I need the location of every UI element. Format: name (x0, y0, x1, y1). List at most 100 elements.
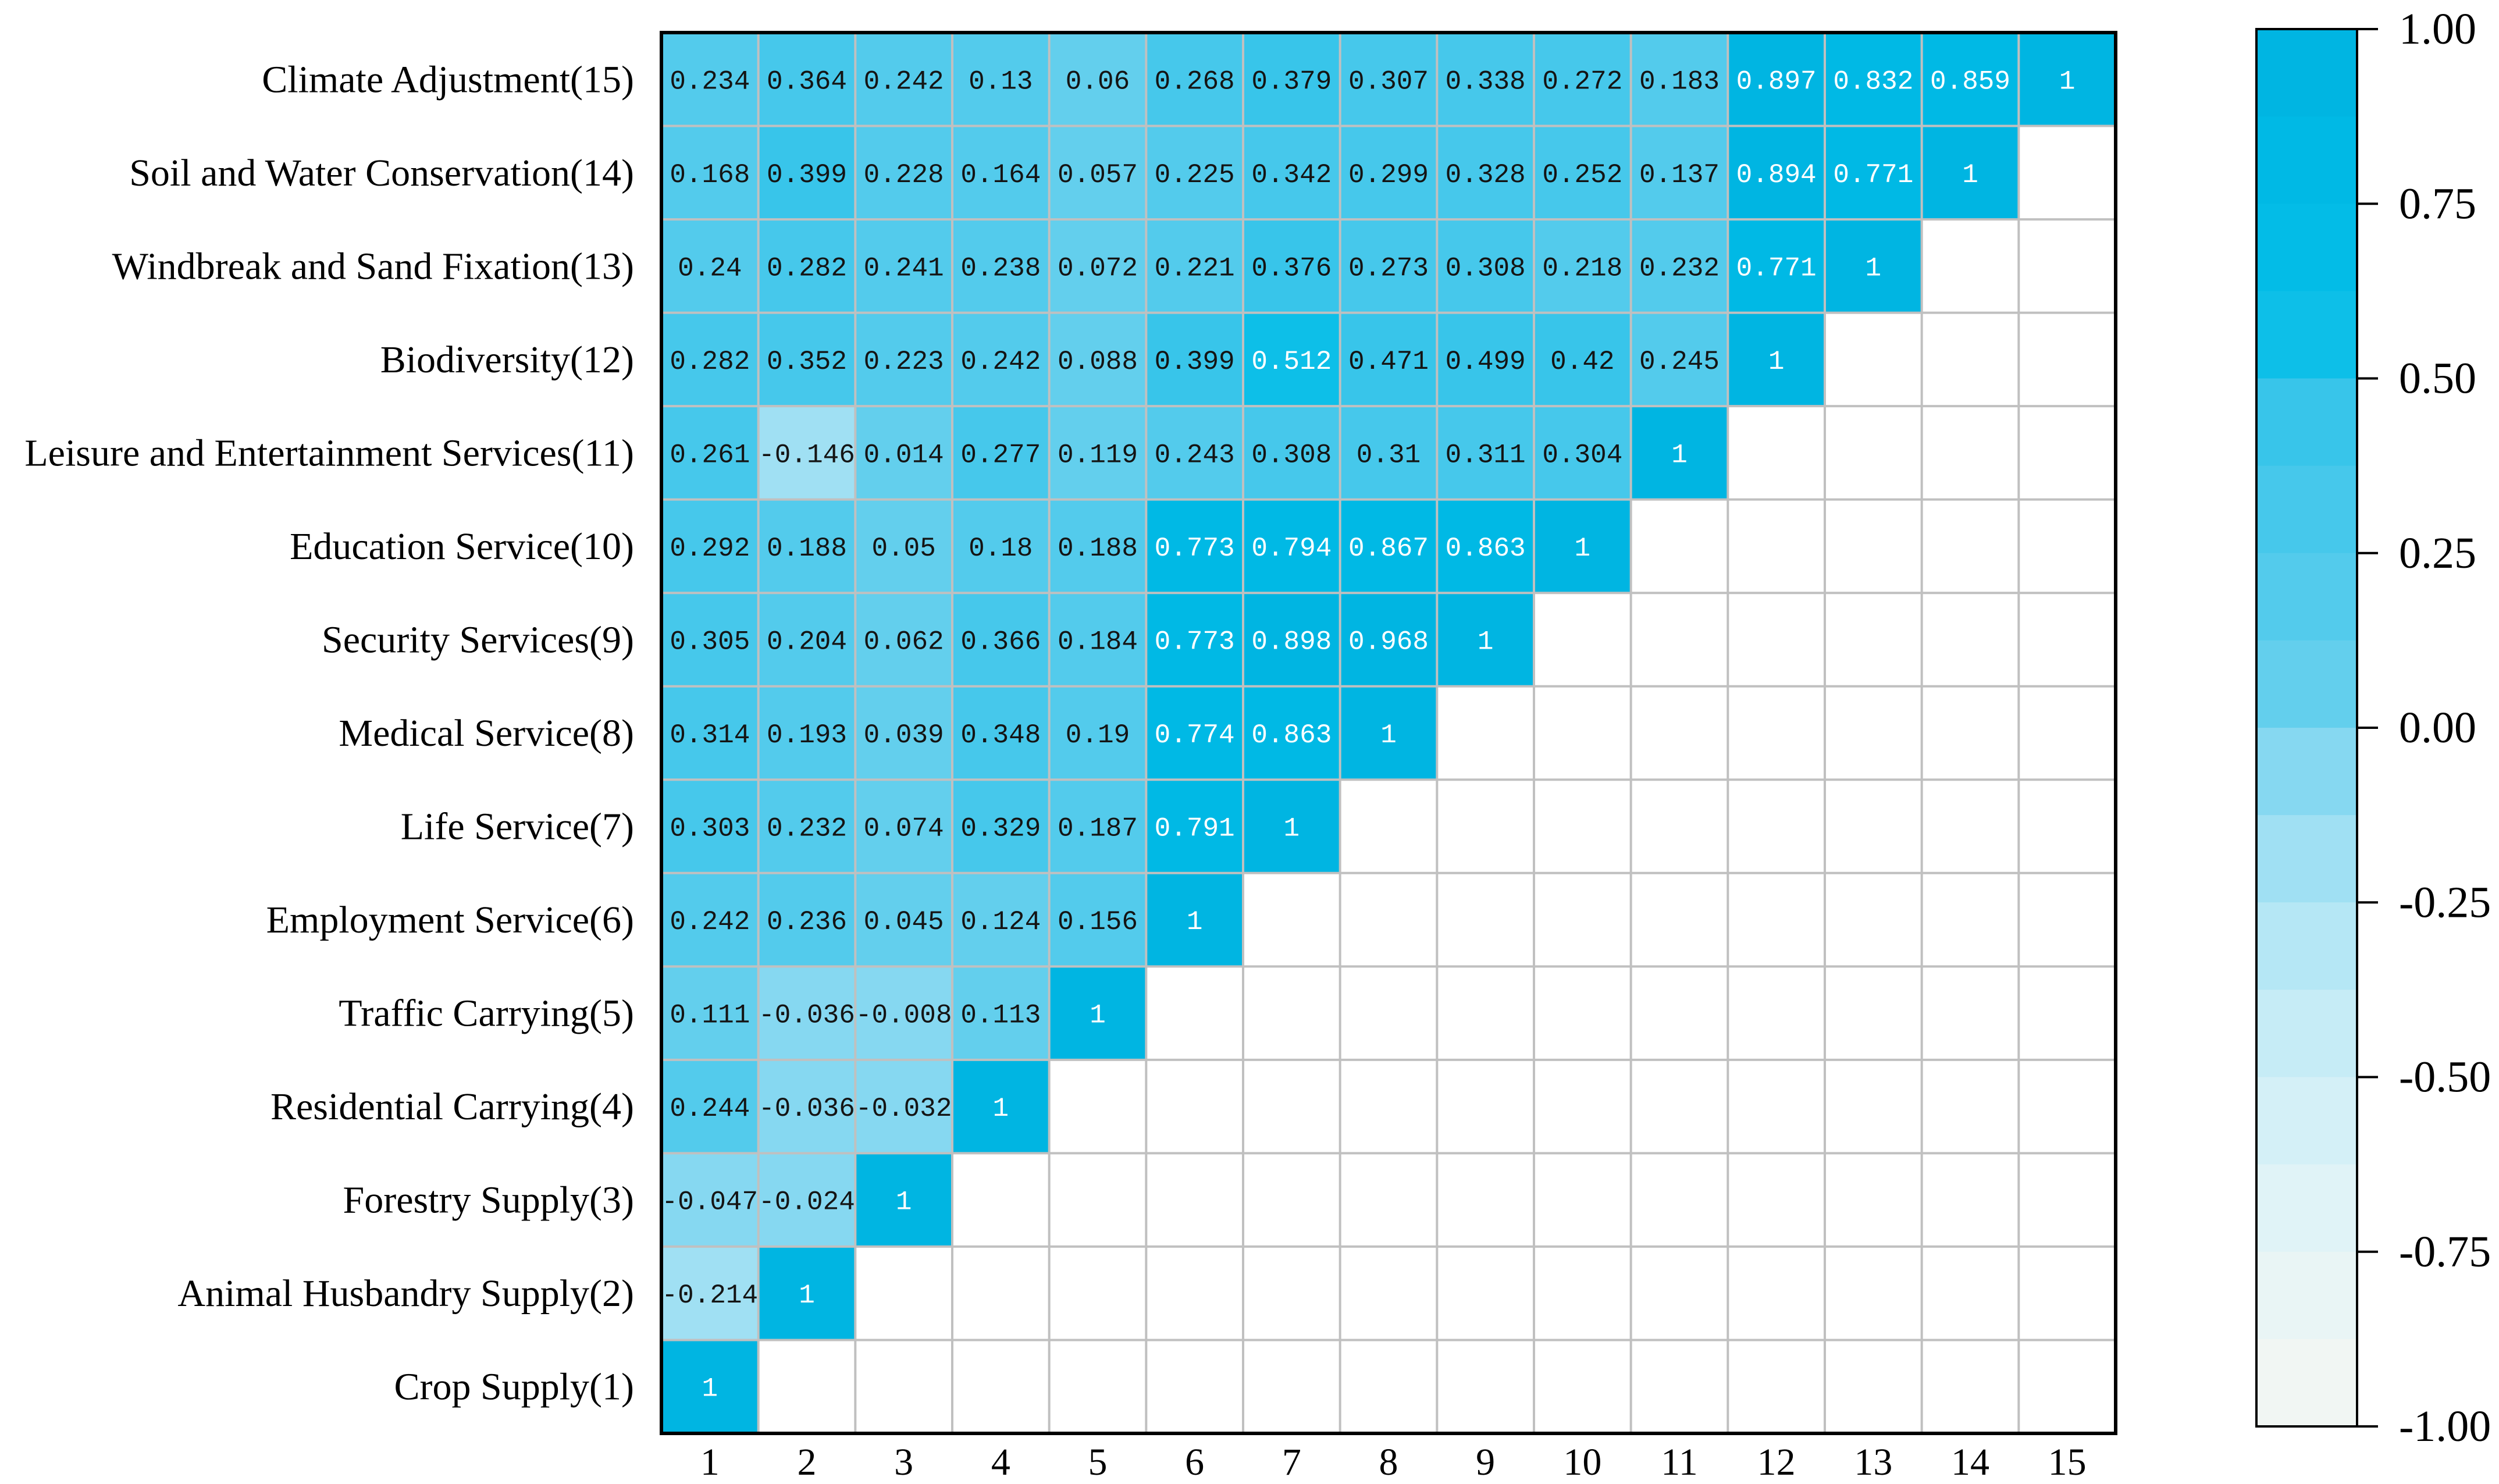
colorbar-band (2256, 1339, 2357, 1427)
heatmap-cell (1437, 312, 1535, 407)
colorbar-bands (2256, 29, 2357, 1427)
heatmap-cell (661, 33, 759, 127)
heatmap-cell (758, 126, 856, 220)
cell-value-label: 0.238 (960, 253, 1041, 283)
cell-value-label: 0.897 (1736, 66, 1817, 97)
heatmap-cell (758, 406, 856, 500)
heatmap-cell (1049, 499, 1147, 593)
colorbar-tick-label: 1.00 (2399, 5, 2476, 54)
cell-value-label: 0.31 (1357, 440, 1421, 470)
cell-value-label: 0.164 (960, 160, 1041, 190)
colorbar-band (2256, 204, 2357, 291)
heatmap-cell (661, 1340, 759, 1434)
cell-value-label: 1 (1575, 533, 1591, 564)
heatmap-cell (1243, 499, 1341, 593)
heatmap-cell (1825, 126, 1923, 220)
colorbar-band (2256, 116, 2357, 204)
cell-value-label: 1 (1866, 253, 1882, 283)
colorbar-band (2256, 553, 2357, 641)
cell-value-label: 0.242 (670, 907, 750, 937)
heatmap-cell (855, 312, 953, 407)
x-axis-tick-label: 3 (894, 1441, 913, 1483)
cell-value-label: 0.304 (1542, 440, 1622, 470)
cell-value-label: 0.292 (670, 533, 750, 564)
heatmap-cell (661, 966, 759, 1060)
heatmap-cell (1146, 873, 1244, 967)
heatmap-cells (661, 33, 2116, 1434)
heatmap-cell (758, 873, 856, 967)
heatmap-cell (1825, 219, 1923, 314)
cell-value-label: 0.311 (1446, 440, 1526, 470)
heatmap-cell (1243, 406, 1341, 500)
cell-value-label: -0.008 (856, 1001, 952, 1031)
heatmap-cell (1340, 33, 1437, 127)
x-axis-tick-label: 10 (1563, 1441, 1601, 1483)
heatmap-cell (1049, 966, 1147, 1060)
heatmap-cell (1049, 33, 1147, 127)
colorbar-band (2256, 990, 2357, 1077)
heatmap-grid (660, 31, 2117, 1435)
cell-value-label: 1 (1187, 907, 1203, 937)
colorbar-band (2256, 29, 2357, 117)
y-axis-label: Education Service(10) (290, 525, 634, 568)
colorbar-band (2256, 815, 2357, 903)
cell-value-label: 0.471 (1348, 347, 1429, 377)
heatmap-cell (1534, 312, 1632, 407)
heatmap-cell (952, 966, 1050, 1060)
cell-value-label: 0.218 (1542, 253, 1622, 283)
y-axis-label: Employment Service(6) (266, 899, 634, 941)
colorbar-tick-label: -0.25 (2399, 878, 2491, 927)
heatmap-cell (1049, 873, 1147, 967)
heatmap-cell (855, 873, 953, 967)
cell-value-label: 0.898 (1251, 627, 1332, 657)
cell-value-label: 0.232 (1639, 253, 1720, 283)
heatmap-cell (1437, 219, 1535, 314)
x-axis-tick-label: 7 (1282, 1441, 1301, 1483)
cell-value-label: 0.308 (1251, 440, 1332, 470)
cell-value-label: 0.045 (864, 907, 944, 937)
cell-value-label: 0.338 (1446, 66, 1526, 97)
cell-value-label: 0.512 (1251, 347, 1332, 377)
cell-value-label: 0.124 (960, 907, 1041, 937)
heatmap-cell (661, 219, 759, 314)
cell-value-label: 0.277 (960, 440, 1041, 470)
cell-value-label: 0.366 (960, 627, 1041, 657)
cell-value-label: 0.42 (1550, 347, 1614, 377)
heatmap-cell (758, 499, 856, 593)
heatmap-cell (1340, 312, 1437, 407)
heatmap-cell (2019, 33, 2116, 127)
x-axis-tick-label: 13 (1854, 1441, 1892, 1483)
heatmap-cell (758, 966, 856, 1060)
colorbar-tick-label: -1.00 (2399, 1402, 2491, 1451)
heatmap-cell (1340, 126, 1437, 220)
cell-value-label: 0.305 (670, 627, 750, 657)
heatmap-cell (855, 406, 953, 500)
heatmap-cell (855, 686, 953, 780)
plot-frame-group (660, 31, 2117, 1435)
heatmap-cell (1534, 406, 1632, 500)
heatmap-cell (952, 33, 1050, 127)
x-axis-tick-label: 12 (1757, 1441, 1796, 1483)
cell-value-label: 0.282 (670, 347, 750, 377)
cell-value-label: 0.188 (1058, 533, 1138, 564)
cell-value-label: 0.137 (1639, 160, 1720, 190)
x-axis-tick-label: 8 (1379, 1441, 1398, 1483)
cell-value-label: 0.242 (960, 347, 1041, 377)
cell-value-label: 0.364 (767, 66, 847, 97)
heatmap-cell (1146, 406, 1244, 500)
cell-value-label: 0.245 (1639, 347, 1720, 377)
heatmap-cell (661, 499, 759, 593)
heatmap-cell (661, 1153, 759, 1247)
cell-value-label: 1 (1671, 440, 1688, 470)
heatmap-cell (1049, 219, 1147, 314)
colorbar-tick-label: -0.50 (2399, 1053, 2491, 1102)
cell-value-label: 0.859 (1930, 66, 2010, 97)
heatmap-cell (661, 686, 759, 780)
cell-value-label: 0.204 (767, 627, 847, 657)
cell-value-label: 0.773 (1155, 533, 1235, 564)
heatmap-cell (855, 33, 953, 127)
heatmap-cell (758, 33, 856, 127)
heatmap-cell (758, 1246, 856, 1340)
heatmap-cell (1340, 406, 1437, 500)
cell-value-label: 0.379 (1251, 66, 1332, 97)
